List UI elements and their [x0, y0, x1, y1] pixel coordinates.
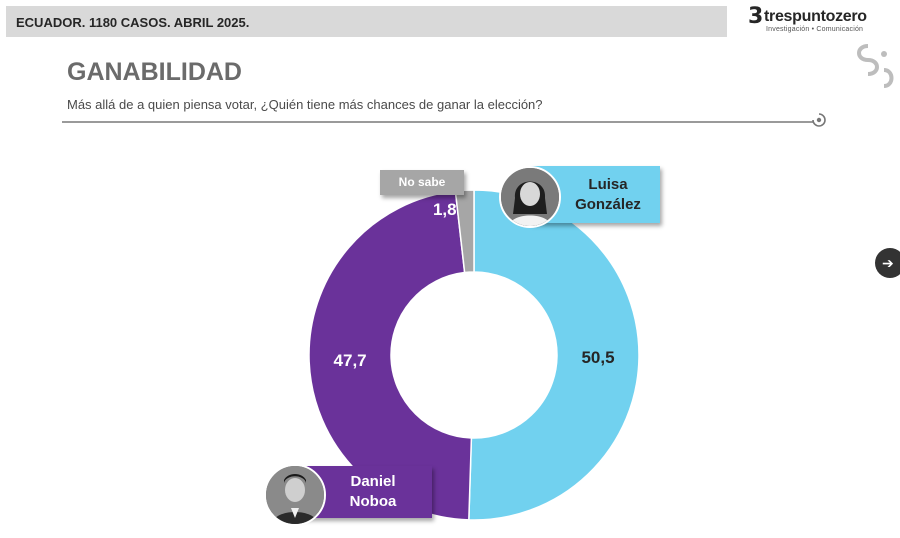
gonzalez-avatar [499, 166, 561, 228]
gonzalez-name: Luisa González [556, 175, 660, 215]
slice-value-daniel-noboa: 47,7 [334, 351, 367, 370]
noboa-name: Daniel Noboa [314, 472, 432, 512]
donut-slice-daniel-noboa [308, 190, 473, 521]
slice-value-no-sabe: 1,8 [433, 200, 457, 219]
logo-tagline: Investigación • Comunicación [766, 26, 864, 33]
page-subtitle: Más allá de a quien piensa votar, ¿Quién… [67, 97, 543, 112]
brand-logo: 3 trespuntozero Investigación • Comunica… [748, 4, 888, 38]
logo-name: trespuntozero [764, 8, 867, 25]
donut-slice-luisa-gonz-lez [468, 189, 640, 521]
slice-value-luisa-gonz-lez: 50,5 [581, 348, 614, 367]
title-divider [62, 121, 814, 123]
banner-text: ECUADOR. 1180 CASOS. ABRIL 2025. [16, 15, 250, 30]
header-banner: ECUADOR. 1180 CASOS. ABRIL 2025. [6, 6, 727, 37]
divider-ornament-icon [812, 113, 826, 127]
logo-mark-icon: 3 [748, 4, 764, 29]
noboa-last-name: Noboa [349, 493, 397, 510]
next-slide-arrow-icon[interactable]: ➔ [875, 248, 900, 278]
gonzalez-last-name: González [575, 196, 641, 213]
gonzalez-first-name: Luisa [588, 176, 628, 193]
noboa-first-name: Daniel [350, 473, 396, 490]
legend-label-no-sabe: No sabe [380, 170, 464, 195]
page-title: GANABILIDAD [67, 58, 242, 86]
noboa-avatar [264, 464, 326, 526]
decorative-swirl-icon [857, 44, 894, 88]
no-sabe-label: No sabe [398, 175, 446, 189]
